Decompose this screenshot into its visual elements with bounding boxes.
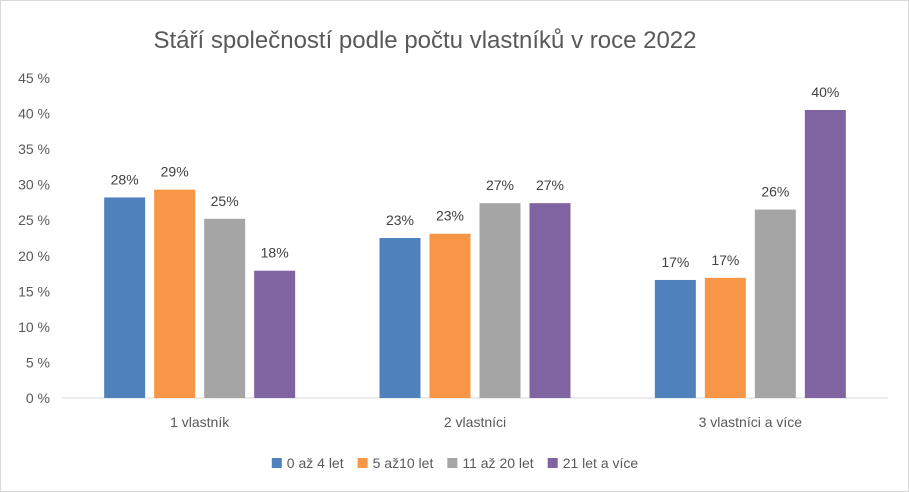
bar	[654, 279, 696, 398]
y-axis: 0 % 5 % 10 % 15 % 20 % 25 % 30 % 35 % 40 % 45 %	[18, 70, 50, 406]
bar	[529, 203, 571, 398]
data-label: 23%	[436, 208, 464, 224]
data-label: 29%	[161, 164, 189, 180]
bar	[379, 238, 421, 398]
y-tick-label: 20 %	[18, 248, 50, 264]
legend-item: 21 let a více	[547, 455, 639, 471]
y-tick-label: 35 %	[18, 141, 50, 157]
bar	[704, 277, 746, 398]
bar	[254, 270, 296, 398]
legend: 0 až 4 let 5 až10 let 11 až 20 let 21 let a…	[271, 455, 639, 471]
category-label: 1 vlastník	[170, 414, 230, 430]
bar	[804, 110, 846, 398]
bar	[104, 197, 146, 398]
x-axis: 1 vlastník 2 vlastníci 3 vlastníci a více	[170, 414, 802, 430]
legend-swatch	[447, 458, 458, 468]
bar	[754, 209, 796, 398]
legend-label: 5 až10 let	[373, 455, 434, 471]
legend-swatch	[357, 458, 368, 468]
bar	[204, 218, 246, 398]
y-tick-label: 0 %	[26, 390, 50, 406]
data-label: 23%	[386, 212, 414, 228]
data-label: 28%	[111, 171, 139, 187]
legend-item: 0 až 4 let	[271, 455, 344, 471]
data-label: 17%	[661, 254, 689, 270]
legend-label: 11 až 20 let	[462, 455, 533, 471]
legend-item: 11 až 20 let	[447, 455, 534, 471]
y-tick-label: 10 %	[18, 319, 50, 335]
legend-swatch	[547, 458, 558, 468]
legend-item: 5 až10 let	[357, 455, 434, 471]
bar	[154, 189, 196, 398]
y-tick-label: 30 %	[18, 177, 50, 193]
data-label: 40%	[811, 84, 839, 100]
category-label: 2 vlastníci	[444, 414, 506, 430]
data-label: 26%	[761, 184, 789, 200]
data-label: 18%	[261, 245, 289, 261]
bars: 28% 29% 25% 18% 23% 23% 27% 27% 17% 17% 26% 40%	[104, 84, 846, 398]
chart-title: Stáří společností podle počtu vlastníků …	[154, 27, 697, 54]
bar	[479, 203, 521, 398]
legend-label: 0 až 4 let	[287, 455, 344, 471]
legend-swatch	[271, 458, 282, 468]
y-tick-label: 45 %	[18, 70, 50, 86]
y-tick-label: 40 %	[18, 106, 50, 122]
data-label: 27%	[536, 177, 564, 193]
data-label: 27%	[486, 177, 514, 193]
data-label: 17%	[711, 252, 739, 268]
y-tick-label: 15 %	[18, 283, 50, 299]
legend-label: 21 let a více	[563, 455, 639, 471]
bar	[429, 233, 471, 398]
category-label: 3 vlastníci a více	[699, 414, 803, 430]
y-tick-label: 25 %	[18, 212, 50, 228]
data-label: 25%	[211, 193, 239, 209]
y-tick-label: 5 %	[26, 354, 50, 370]
